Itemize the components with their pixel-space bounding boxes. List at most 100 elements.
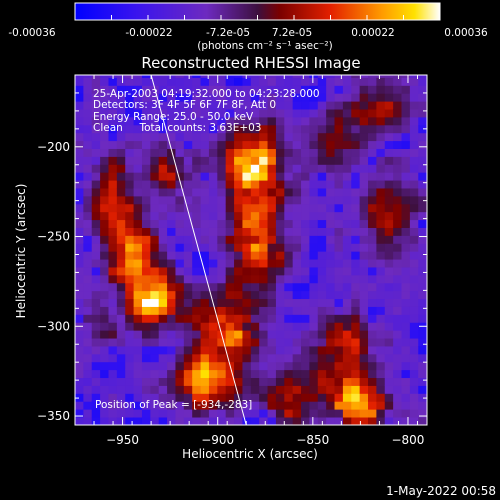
heatmap-cell xyxy=(225,274,235,284)
heatmap-cell xyxy=(167,156,176,165)
heatmap-cell xyxy=(158,188,168,197)
heatmap-cell xyxy=(334,369,344,379)
heatmap-cell xyxy=(100,188,109,197)
heatmap-cell xyxy=(351,85,361,94)
heatmap-cell xyxy=(409,227,419,236)
heatmap-cell xyxy=(342,117,352,126)
heatmap-cell xyxy=(359,393,369,402)
heatmap-cell xyxy=(275,314,285,323)
heatmap-cell xyxy=(75,77,84,86)
heatmap-cell xyxy=(192,195,201,205)
heatmap-cell xyxy=(275,330,285,339)
heatmap-cell xyxy=(192,409,201,418)
heatmap-cell xyxy=(192,385,201,394)
heatmap-cell xyxy=(175,164,185,173)
heatmap-cell xyxy=(158,93,168,102)
heatmap-cell xyxy=(133,298,143,307)
heatmap-cell xyxy=(342,93,352,102)
heatmap-cell xyxy=(368,172,377,181)
heatmap-cell xyxy=(301,211,310,221)
heatmap-cell xyxy=(368,156,377,165)
heatmap-cell xyxy=(225,259,235,268)
heatmap-cell xyxy=(158,274,168,284)
heatmap-cell xyxy=(234,124,243,134)
heatmap-cell xyxy=(326,353,335,363)
heatmap-cell xyxy=(141,393,151,402)
heatmap-cell xyxy=(309,195,319,205)
heatmap-cell xyxy=(275,75,285,78)
heatmap-cell xyxy=(334,164,344,173)
heatmap-cell xyxy=(91,211,101,221)
heatmap-cell xyxy=(217,180,227,189)
heatmap-cell xyxy=(183,188,193,197)
heatmap-cell xyxy=(267,417,277,425)
heatmap-cell xyxy=(359,409,369,418)
heatmap-cell xyxy=(284,243,294,252)
heatmap-cell xyxy=(217,164,227,173)
x-tick-label: −850 xyxy=(296,433,329,447)
heatmap-cell xyxy=(234,109,243,118)
heatmap-cell xyxy=(284,401,294,410)
heatmap-cell xyxy=(83,211,93,221)
heatmap-cell xyxy=(301,393,310,402)
heatmap-cell xyxy=(284,117,294,126)
heatmap-cell xyxy=(259,148,268,157)
heatmap-cell xyxy=(292,77,302,86)
heatmap-cell xyxy=(351,195,361,205)
heatmap-cell xyxy=(317,306,327,315)
heatmap-cell xyxy=(234,156,243,165)
heatmap-cell xyxy=(368,282,377,292)
heatmap-cell xyxy=(250,156,260,165)
heatmap-cell xyxy=(401,85,411,94)
heatmap-cell xyxy=(75,195,84,205)
heatmap-cell xyxy=(217,314,227,323)
heatmap-cell xyxy=(91,117,101,126)
heatmap-cell xyxy=(250,409,260,418)
heatmap-cell xyxy=(200,85,210,94)
heatmap-cell xyxy=(234,298,243,307)
heatmap-cell xyxy=(301,195,310,205)
heatmap-cell xyxy=(259,180,268,189)
heatmap-cell xyxy=(376,219,386,228)
heatmap-cell xyxy=(384,346,394,355)
heatmap-cell xyxy=(301,298,310,307)
heatmap-cell xyxy=(192,156,201,165)
heatmap-cell xyxy=(217,417,227,425)
heatmap-cell xyxy=(284,132,294,142)
heatmap-cell xyxy=(225,235,235,244)
heatmap-cell xyxy=(217,235,227,244)
heatmap-cell xyxy=(108,227,118,236)
heatmap-cell xyxy=(401,346,411,355)
heatmap-cell xyxy=(83,124,93,134)
heatmap-cell xyxy=(292,180,302,189)
heatmap-cell xyxy=(259,251,268,260)
heatmap-cell xyxy=(376,132,386,142)
heatmap-cell xyxy=(234,93,243,102)
heatmap-cell xyxy=(200,385,210,394)
heatmap-cell xyxy=(141,401,151,410)
heatmap-cell xyxy=(125,361,134,371)
heatmap-cell xyxy=(284,188,294,197)
heatmap-cell xyxy=(393,188,402,197)
heatmap-cell xyxy=(150,156,160,165)
heatmap-cell xyxy=(217,132,227,142)
heatmap-cell xyxy=(108,93,118,102)
heatmap-cell xyxy=(91,282,101,292)
heatmap-cell xyxy=(133,195,143,205)
heatmap-cell xyxy=(100,338,109,347)
heatmap-cell xyxy=(217,109,227,118)
heatmap-cell xyxy=(133,101,143,110)
heatmap-cell xyxy=(208,259,218,268)
heatmap-cell xyxy=(234,227,243,236)
y-tick-label: −200 xyxy=(37,140,70,154)
heatmap-cell xyxy=(334,124,344,134)
heatmap-cell xyxy=(133,219,143,228)
heatmap-cell xyxy=(217,188,227,197)
heatmap-cell xyxy=(116,361,126,371)
heatmap-cell xyxy=(91,77,101,86)
heatmap-cell xyxy=(401,117,411,126)
heatmap-cell xyxy=(359,156,369,165)
heatmap-cell xyxy=(359,377,369,386)
heatmap-cell xyxy=(351,346,361,355)
heatmap-cell xyxy=(116,195,126,205)
